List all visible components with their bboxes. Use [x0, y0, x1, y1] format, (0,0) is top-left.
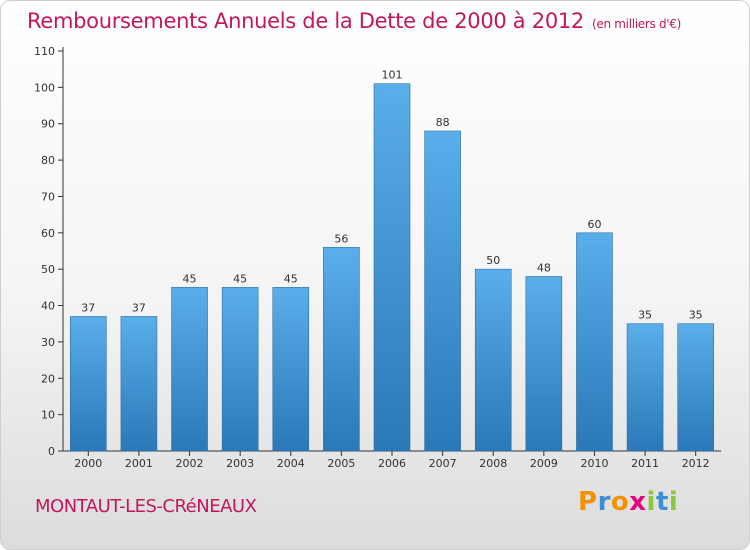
y-tick-label: 0 — [48, 445, 55, 458]
y-tick-label: 110 — [34, 45, 55, 58]
bar — [323, 247, 360, 452]
y-tick-label: 30 — [41, 336, 55, 349]
bar — [373, 83, 411, 452]
bar-value-label: 48 — [537, 261, 551, 274]
bar — [576, 232, 613, 452]
bar-value-label: 37 — [81, 301, 95, 314]
x-tick-label: 2009 — [530, 457, 558, 470]
y-tick-label: 40 — [41, 300, 55, 313]
bar — [474, 268, 512, 452]
chart-title-text: Remboursements Annuels de la Dette de 20… — [27, 9, 584, 33]
x-tick-label: 2010 — [580, 457, 608, 470]
bar-value-label: 45 — [233, 272, 247, 285]
bar-value-label: 101 — [382, 69, 403, 82]
bar — [70, 316, 107, 452]
chart-title: Remboursements Annuels de la Dette de 20… — [27, 9, 681, 33]
x-tick-label: 2004 — [277, 457, 305, 470]
proxiti-logo: Proxiti — [578, 487, 679, 517]
y-tick-label: 50 — [41, 263, 55, 276]
x-tick-label: 2007 — [429, 457, 457, 470]
bar-value-label: 35 — [638, 309, 652, 322]
x-tick-label: 2001 — [125, 457, 153, 470]
bar-value-label: 56 — [334, 232, 348, 245]
bar — [424, 130, 461, 452]
bar-value-label: 37 — [132, 301, 146, 314]
y-tick-label: 80 — [41, 154, 55, 167]
bar — [171, 287, 208, 452]
y-tick-label: 70 — [41, 190, 55, 203]
x-tick-label: 2005 — [327, 457, 355, 470]
x-tick-label: 2003 — [226, 457, 254, 470]
unit-note: (en milliers d'€) — [592, 17, 682, 31]
y-tick-label: 10 — [41, 409, 55, 422]
bar — [525, 276, 563, 452]
x-tick-label: 2012 — [682, 457, 710, 470]
y-tick-label: 60 — [41, 227, 55, 240]
bar-value-label: 45 — [284, 272, 298, 285]
bar — [677, 323, 714, 452]
y-tick-label: 20 — [41, 372, 55, 385]
x-tick-label: 2011 — [631, 457, 659, 470]
commune-name: MONTAUT-LES-CRéNEAUX — [35, 496, 257, 517]
x-tick-label: 2006 — [378, 457, 406, 470]
bar — [221, 287, 259, 452]
bar — [626, 323, 664, 452]
x-tick-label: 2008 — [479, 457, 507, 470]
bar — [120, 316, 158, 452]
bar-value-label: 50 — [486, 254, 500, 267]
bar-value-label: 45 — [183, 272, 197, 285]
bar — [272, 287, 310, 452]
x-tick-label: 2000 — [74, 457, 102, 470]
y-tick-label: 90 — [41, 118, 55, 131]
bar-value-label: 35 — [689, 309, 703, 322]
y-tick-label: 100 — [34, 81, 55, 94]
x-tick-label: 2002 — [176, 457, 204, 470]
bar-value-label: 88 — [436, 116, 450, 129]
bar-value-label: 60 — [587, 218, 601, 231]
